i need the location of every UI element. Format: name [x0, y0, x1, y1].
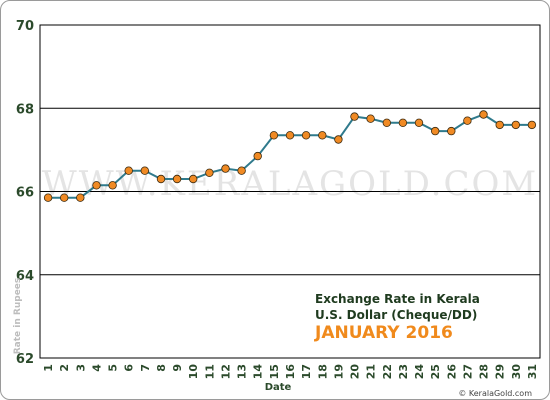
data-point: [205, 168, 214, 177]
x-tick-label: 20: [349, 364, 362, 380]
x-tick-label: 12: [220, 364, 233, 379]
data-point: [59, 193, 69, 202]
data-point: [398, 118, 408, 127]
y-tick-label: 68: [16, 102, 34, 117]
x-tick-label: 1: [42, 364, 55, 372]
data-point: [124, 166, 133, 175]
data-point: [108, 181, 117, 190]
data-point: [511, 120, 520, 130]
x-tick-label: 17: [300, 364, 313, 379]
watermark: WWW.KERALAGOLD.COM: [42, 164, 538, 204]
data-point: [463, 116, 472, 125]
data-point: [479, 110, 488, 119]
data-point: [382, 118, 391, 127]
data-point: [172, 174, 182, 184]
y-tick-label: 62: [16, 352, 34, 367]
y-tick-labels: 62 64 66 68 70: [16, 19, 34, 367]
data-point: [334, 135, 343, 144]
data-point: [350, 112, 359, 121]
data-point: [43, 193, 53, 202]
x-tick-label: 14: [252, 364, 265, 380]
data-point: [431, 126, 440, 136]
y-tick-label: 66: [16, 186, 34, 201]
data-point: [253, 151, 262, 161]
x-tick-label: 3: [74, 364, 87, 372]
x-tick-label: 10: [187, 364, 200, 380]
x-tick-label: 5: [107, 364, 120, 372]
data-point: [221, 164, 230, 173]
x-tick-label: 19: [332, 364, 345, 379]
x-tick-label: 18: [316, 364, 329, 379]
x-tick-label: 7: [139, 364, 152, 372]
data-point: [495, 120, 504, 130]
x-tick-label: 28: [478, 364, 491, 379]
data-point: [301, 131, 311, 140]
data-point: [188, 174, 198, 184]
data-point: [269, 131, 279, 140]
y-axis-title: Rate in Rupees: [13, 278, 23, 355]
plot-area: [39, 24, 541, 359]
data-point: [285, 131, 295, 140]
x-tick-label: 26: [445, 364, 458, 380]
x-tick-label: 11: [203, 364, 216, 379]
x-tick-labels: 1 2 3 4 5 6 7 8 9 10 11 12 13 14 15 16 17 18 19 20 21 22 23 24 2…: [42, 364, 539, 380]
x-tick-label: 8: [155, 364, 168, 372]
data-point: [318, 131, 327, 140]
x-tick-label: 31: [526, 364, 539, 379]
x-tick-label: 25: [429, 364, 442, 379]
x-tick-label: 15: [268, 364, 281, 379]
x-tick-label: 2: [58, 364, 71, 372]
data-point: [527, 120, 537, 130]
data-point: [447, 126, 456, 136]
y-tick-label: 70: [16, 19, 34, 34]
x-tick-label: 27: [461, 364, 474, 379]
data-point: [156, 174, 166, 184]
data-point: [237, 166, 246, 175]
x-tick-label: 23: [397, 364, 410, 379]
data-point: [140, 166, 149, 175]
x-tick-label: 16: [284, 364, 297, 380]
chart-subtitle: U.S. Dollar (Cheque/DD): [315, 308, 477, 322]
y-tick-label: 64: [16, 269, 34, 284]
data-point: [76, 193, 85, 202]
data-point: [366, 114, 375, 123]
data-point: [92, 181, 101, 190]
x-tick-label: 22: [381, 364, 394, 379]
x-tick-label: 4: [91, 364, 104, 372]
grid-lines: [40, 107, 540, 276]
chart-title: Exchange Rate in Kerala: [315, 292, 480, 306]
x-tick-label: 29: [494, 364, 507, 379]
x-tick-label: 24: [413, 364, 426, 380]
x-tick-label: 21: [365, 364, 378, 379]
x-tick-label: 9: [171, 364, 184, 372]
series-markers: [43, 110, 537, 202]
x-tick-label: 6: [123, 364, 136, 372]
data-point: [414, 118, 424, 127]
credit-text: © KeralaGold.com: [458, 389, 532, 398]
x-axis-title: Date: [265, 382, 292, 393]
x-tick-label: 30: [510, 364, 523, 380]
chart-period: JANUARY 2016: [314, 323, 453, 343]
x-tick-label: 13: [236, 364, 249, 379]
